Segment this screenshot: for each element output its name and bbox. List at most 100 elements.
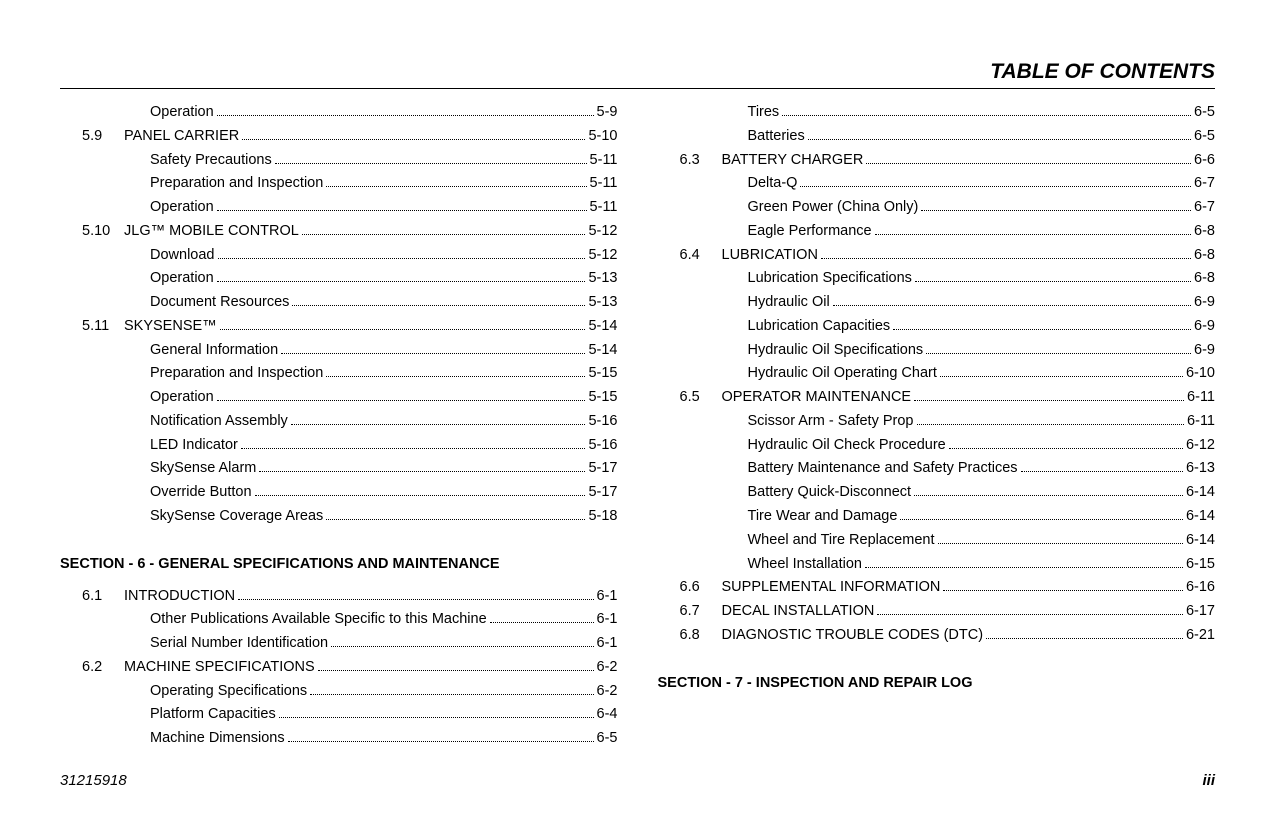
toc-entry-label: DIAGNOSTIC TROUBLE CODES (DTC) <box>722 624 984 648</box>
toc-entry: Override Button5-17 <box>60 481 618 505</box>
toc-entry-number: 6.6 <box>680 576 722 600</box>
toc-entry-number: 6.2 <box>82 656 124 680</box>
toc-entry: Tire Wear and Damage6-14 <box>658 505 1216 529</box>
toc-entry-page: 5-15 <box>588 386 617 410</box>
toc-entry-page: 5-14 <box>588 339 617 363</box>
toc-entry: Serial Number Identification6-1 <box>60 632 618 656</box>
toc-entry: Delta-Q6-7 <box>658 172 1216 196</box>
toc-entry-label: Battery Quick-Disconnect <box>748 481 912 505</box>
toc-entry-page: 5-14 <box>588 315 617 339</box>
toc-entry-page: 5-16 <box>588 410 617 434</box>
toc-entry: 6.2MACHINE SPECIFICATIONS6-2 <box>60 656 618 680</box>
toc-leader-dots <box>310 694 593 695</box>
toc-entry: Eagle Performance6-8 <box>658 220 1216 244</box>
toc-entry: Notification Assembly 5-16 <box>60 410 618 434</box>
toc-entry-page: 6-1 <box>597 632 618 656</box>
toc-entry: 6.1INTRODUCTION6-1 <box>60 585 618 609</box>
toc-entry-page: 5-13 <box>588 291 617 315</box>
toc-leader-dots <box>220 329 586 330</box>
toc-entry-label: Lubrication Capacities <box>748 315 891 339</box>
toc-entry-label: PANEL CARRIER <box>124 125 239 149</box>
toc-leader-dots <box>490 622 594 623</box>
toc-leader-dots <box>808 139 1191 140</box>
toc-entry: Preparation and Inspection5-15 <box>60 362 618 386</box>
toc-entry-page: 6-14 <box>1186 529 1215 553</box>
toc-entry-label: Notification Assembly <box>150 410 288 434</box>
toc-leader-dots <box>326 376 585 377</box>
toc-entry-page: 6-7 <box>1194 196 1215 220</box>
toc-entry-page: 6-8 <box>1194 267 1215 291</box>
toc-entry: 6.6SUPPLEMENTAL INFORMATION6-16 <box>658 576 1216 600</box>
toc-entry-label: Batteries <box>748 125 805 149</box>
toc-entry: 5.9PANEL CARRIER5-10 <box>60 125 618 149</box>
section-heading: SECTION - 6 - GENERAL SPECIFICATIONS AND… <box>60 553 618 577</box>
page-footer: 31215918 iii <box>60 772 1215 789</box>
toc-entry: General Information5-14 <box>60 339 618 363</box>
toc-entry: LED Indicator5-16 <box>60 434 618 458</box>
toc-leader-dots <box>877 614 1183 615</box>
toc-leader-dots <box>217 115 594 116</box>
toc-leader-dots <box>217 281 586 282</box>
toc-leader-dots <box>326 519 585 520</box>
toc-leader-dots <box>875 234 1191 235</box>
toc-entry-page: 6-8 <box>1194 244 1215 268</box>
toc-leader-dots <box>238 599 593 600</box>
toc-entry: Machine Dimensions6-5 <box>60 727 618 751</box>
toc-entry-label: Preparation and Inspection <box>150 362 323 386</box>
toc-entry-page: 6-9 <box>1194 315 1215 339</box>
toc-leader-dots <box>217 210 587 211</box>
toc-entry: 6.3BATTERY CHARGER6-6 <box>658 149 1216 173</box>
toc-leader-dots <box>986 638 1183 639</box>
toc-entry-label: Document Resources <box>150 291 289 315</box>
toc-leader-dots <box>940 376 1183 377</box>
toc-leader-dots <box>782 115 1191 116</box>
toc-entry-label: Hydraulic Oil <box>748 291 830 315</box>
toc-entry-label: Green Power (China Only) <box>748 196 919 220</box>
toc-entry-label: OPERATOR MAINTENANCE <box>722 386 912 410</box>
toc-entry: 5.10JLG™ MOBILE CONTROL5-12 <box>60 220 618 244</box>
toc-entry: Hydraulic Oil6-9 <box>658 291 1216 315</box>
toc-entry: 5.11SKYSENSE™5-14 <box>60 315 618 339</box>
toc-entry-page: 6-15 <box>1186 553 1215 577</box>
toc-entry-page: 6-13 <box>1186 457 1215 481</box>
header-title: TABLE OF CONTENTS <box>990 60 1215 83</box>
toc-entry: Hydraulic Oil Operating Chart6-10 <box>658 362 1216 386</box>
toc-entry-label: DECAL INSTALLATION <box>722 600 875 624</box>
toc-entry-page: 5-9 <box>597 101 618 125</box>
toc-entry-label: Operation <box>150 267 214 291</box>
toc-entry-label: BATTERY CHARGER <box>722 149 864 173</box>
toc-entry-page: 6-2 <box>597 680 618 704</box>
toc-entry-page: 6-14 <box>1186 505 1215 529</box>
toc-entry-label: LUBRICATION <box>722 244 818 268</box>
toc-entry-label: Override Button <box>150 481 252 505</box>
toc-entry: Batteries6-5 <box>658 125 1216 149</box>
toc-entry-label: Hydraulic Oil Specifications <box>748 339 924 363</box>
section-heading: SECTION - 7 - INSPECTION AND REPAIR LOG <box>658 672 1216 696</box>
toc-leader-dots <box>917 424 1185 425</box>
toc-entry-page: 6-14 <box>1186 481 1215 505</box>
toc-leader-dots <box>921 210 1191 211</box>
toc-entry: Wheel and Tire Replacement6-14 <box>658 529 1216 553</box>
toc-entry: Operation5-11 <box>60 196 618 220</box>
toc-leader-dots <box>914 400 1184 401</box>
toc-entry-number: 6.5 <box>680 386 722 410</box>
toc-entry: Operation5-9 <box>60 101 618 125</box>
toc-entry-label: SkySense Alarm <box>150 457 256 481</box>
toc-leader-dots <box>302 234 586 235</box>
toc-leader-dots <box>218 258 586 259</box>
toc-entry-page: 6-21 <box>1186 624 1215 648</box>
toc-entry-number: 6.4 <box>680 244 722 268</box>
toc-entry-number: 6.1 <box>82 585 124 609</box>
toc-entry: Other Publications Available Specific to… <box>60 608 618 632</box>
toc-entry-label: Lubrication Specifications <box>748 267 912 291</box>
toc-leader-dots <box>255 495 586 496</box>
toc-leader-dots <box>275 163 587 164</box>
toc-entry-label: LED Indicator <box>150 434 238 458</box>
toc-leader-dots <box>915 281 1191 282</box>
toc-leader-dots <box>241 448 586 449</box>
toc-entry: 6.8DIAGNOSTIC TROUBLE CODES (DTC)6-21 <box>658 624 1216 648</box>
toc-entry-page: 6-1 <box>597 608 618 632</box>
footer-page-number: iii <box>1202 772 1215 789</box>
toc-entry-number: 5.10 <box>82 220 124 244</box>
toc-entry-label: Other Publications Available Specific to… <box>150 608 487 632</box>
